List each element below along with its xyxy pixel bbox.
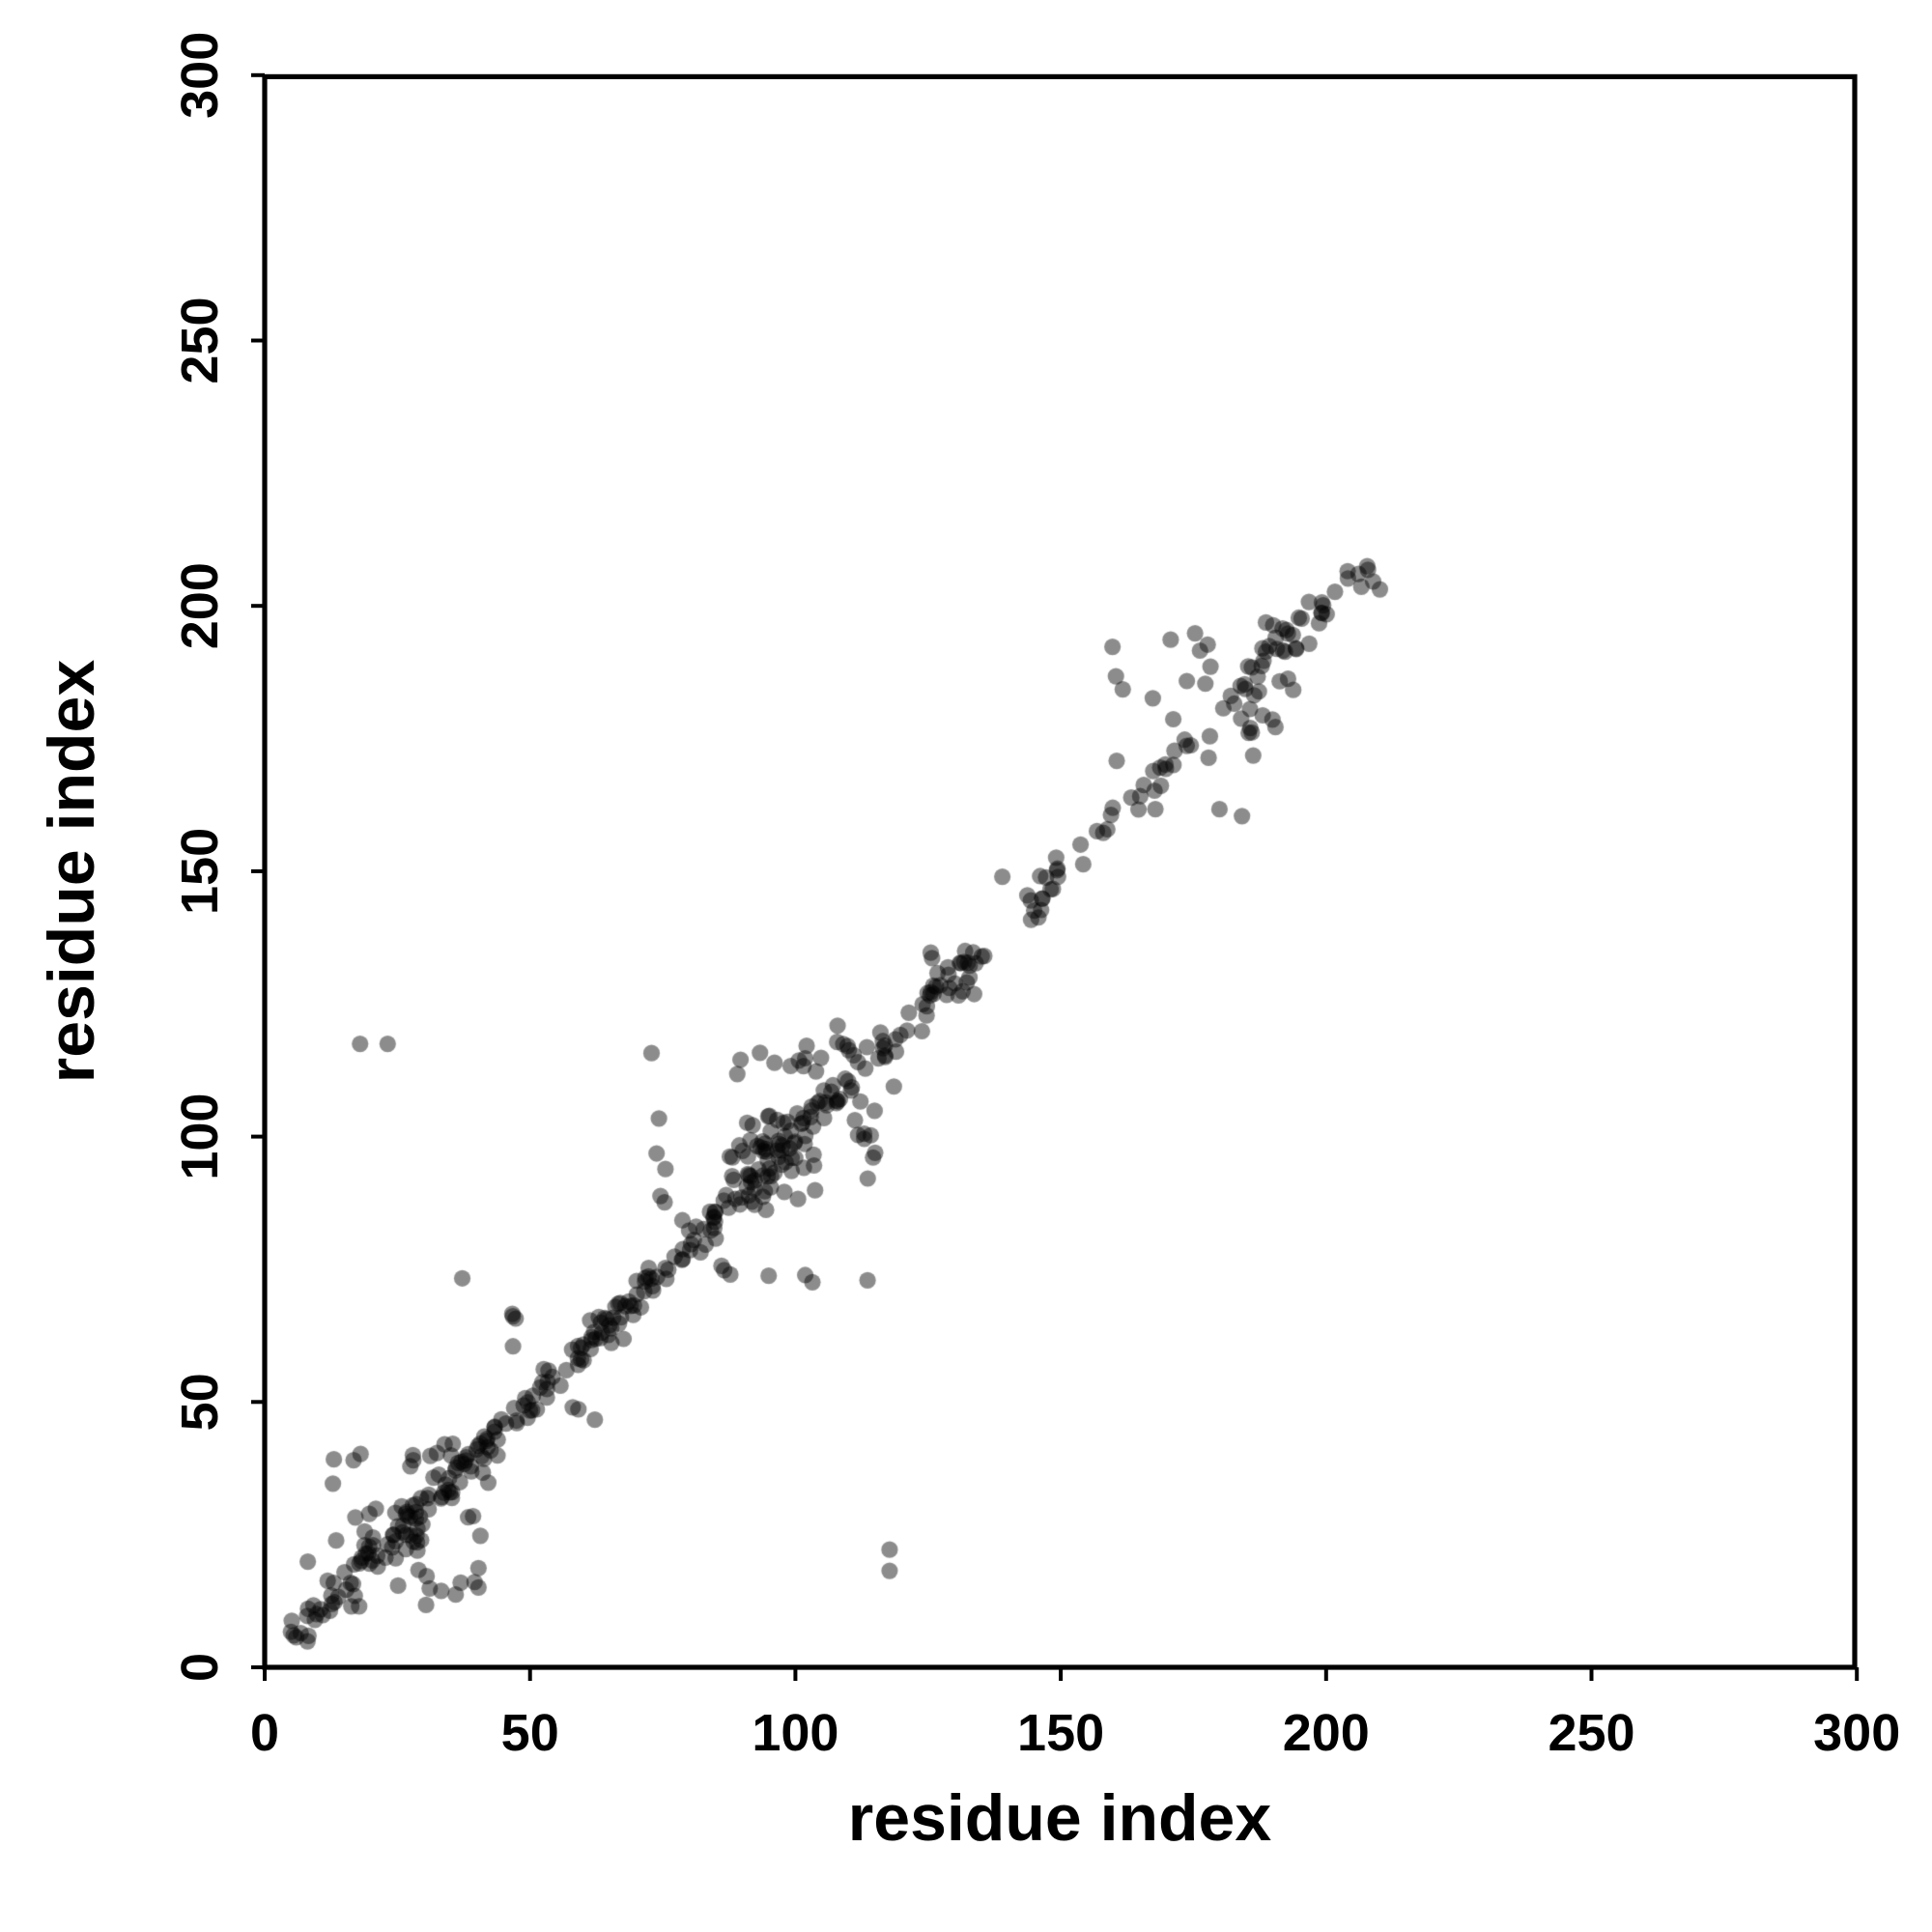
- svg-text:50: 50: [171, 1373, 229, 1431]
- svg-text:100: 100: [752, 1704, 838, 1762]
- svg-text:300: 300: [171, 32, 229, 119]
- svg-text:residue index: residue index: [35, 660, 108, 1084]
- svg-text:200: 200: [171, 562, 229, 649]
- svg-text:0: 0: [171, 1653, 229, 1682]
- svg-text:300: 300: [1813, 1704, 1900, 1762]
- svg-text:0: 0: [250, 1704, 279, 1762]
- svg-text:150: 150: [1017, 1704, 1104, 1762]
- svg-text:residue index: residue index: [848, 1781, 1272, 1855]
- svg-text:100: 100: [171, 1094, 229, 1180]
- svg-text:200: 200: [1283, 1704, 1370, 1762]
- svg-text:250: 250: [1548, 1704, 1634, 1762]
- svg-text:250: 250: [171, 297, 229, 384]
- svg-text:50: 50: [501, 1704, 559, 1762]
- svg-text:150: 150: [171, 828, 229, 915]
